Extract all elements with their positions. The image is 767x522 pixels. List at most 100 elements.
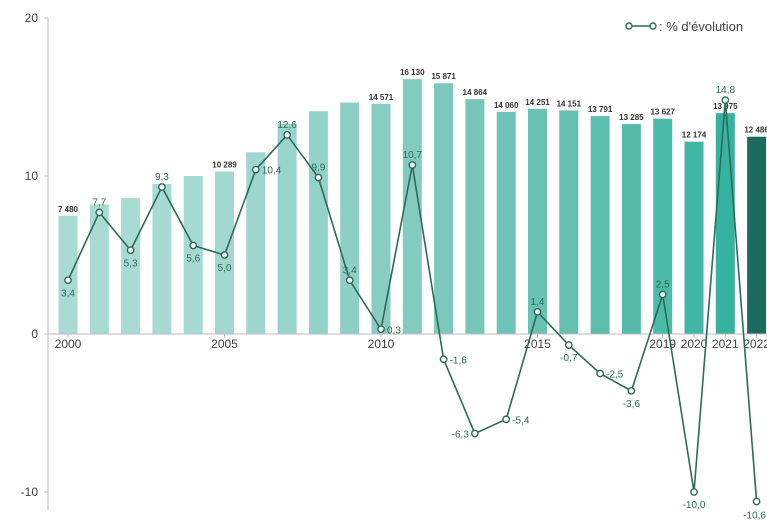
legend: : % d'évolution	[625, 19, 743, 34]
legend-label: : % d'évolution	[659, 19, 743, 34]
line-point	[721, 96, 730, 105]
line-point-label: 3,4	[61, 288, 75, 299]
line-point	[408, 161, 417, 169]
line-point-label: -5,4	[512, 415, 530, 426]
line-point	[470, 429, 479, 438]
bar	[653, 118, 673, 335]
bar	[684, 141, 704, 334]
line-point-label: 14,8	[716, 85, 736, 96]
bar-value-label: 15 871	[431, 72, 456, 81]
bar	[277, 123, 297, 334]
y-tick-label: 0	[31, 327, 38, 341]
bar	[402, 79, 422, 335]
bar-value-label: 13 627	[650, 108, 675, 117]
line-point	[439, 355, 448, 364]
bar-value-label: 14 864	[463, 88, 488, 97]
line-point-label: 12,6	[277, 120, 297, 131]
line-point-label: 2,5	[656, 280, 670, 291]
bar-value-label: 14 060	[494, 101, 519, 110]
bar	[152, 183, 172, 334]
x-tick-label: 2000	[55, 337, 82, 351]
bar	[308, 111, 328, 334]
line-point-label: 5,0	[218, 263, 232, 274]
line-point-label: -10,0	[683, 500, 706, 511]
line-point	[596, 369, 604, 378]
line-point-label: 1,4	[531, 297, 545, 308]
line-point	[658, 290, 667, 299]
line-point-label: -0,7	[560, 353, 578, 364]
line-point-label: 10,4	[262, 166, 282, 177]
bar-value-label: 16 130	[400, 68, 425, 77]
x-axis: 2000 2005 2010 2015 2019 2020 2021 2022	[48, 333, 767, 351]
bar	[621, 124, 641, 334]
bar-value-label: 14 151	[557, 99, 582, 108]
bar-value-label: 7 480	[58, 205, 79, 214]
bar	[559, 110, 579, 334]
bar	[528, 108, 547, 334]
line-point	[126, 246, 135, 255]
bar	[340, 102, 360, 334]
evolution-line: 3,4 7,7 5,3 9,3 5,6 5,0 10,4 12,6 9,9 3,4 0,3 10,7 -…	[61, 85, 766, 521]
legend-marker-right	[649, 22, 657, 30]
line-point	[64, 276, 72, 285]
line-point	[690, 488, 698, 496]
bar-value-label: 13 285	[619, 113, 644, 122]
x-tick-label: 2020	[681, 337, 708, 351]
bar-labels: 7 480 10 289 14 571 16 130 15 871 14 864 14 06…	[58, 68, 767, 214]
bar	[590, 116, 610, 334]
line-point	[564, 341, 573, 349]
line-point-label: -10,6	[743, 510, 766, 521]
line-point	[314, 173, 323, 182]
bar-value-label: 12 174	[682, 131, 707, 140]
line-point	[283, 131, 291, 139]
bar-value-label: 14 571	[369, 93, 394, 102]
bars	[58, 79, 767, 335]
line-point-label: -6,3	[452, 430, 470, 441]
x-tick-label: 2021	[712, 337, 739, 351]
y-tick-label: 10	[25, 169, 39, 183]
line-point-label: 7,7	[92, 197, 106, 208]
bar	[434, 83, 454, 335]
line-point	[377, 325, 385, 334]
x-tick-label: 2005	[211, 337, 238, 351]
bar	[747, 136, 767, 334]
line-point	[157, 183, 166, 191]
bar	[89, 204, 109, 334]
x-tick-label: 2015	[524, 337, 551, 351]
line-point	[502, 415, 511, 424]
bar	[465, 99, 485, 334]
line-point	[533, 307, 542, 316]
line-point	[251, 165, 260, 174]
bar	[496, 111, 516, 335]
bar-value-label: 14 251	[525, 98, 550, 107]
bar	[371, 103, 391, 334]
bar	[715, 113, 735, 334]
line-point	[627, 386, 636, 395]
bar	[246, 152, 266, 334]
bar-value-label: 12 486	[744, 126, 767, 135]
bar	[183, 176, 203, 334]
line-point-label: 9,9	[311, 163, 325, 174]
legend-marker-left	[625, 22, 633, 30]
bar-value-label: 10 289	[212, 160, 237, 169]
y-tick-label: -10	[21, 485, 39, 499]
x-tick-label: 2010	[368, 337, 395, 351]
line-point-label: -3,6	[623, 399, 641, 410]
x-tick-label: 2019	[649, 337, 676, 351]
line-point-label: 0,3	[387, 325, 401, 336]
line-point	[95, 208, 104, 217]
line-point	[189, 241, 198, 250]
line-point	[752, 497, 761, 506]
line-point	[345, 276, 354, 285]
line-point-label: 5,3	[124, 258, 138, 269]
line-point-label: 3,4	[343, 265, 357, 276]
line-point-label: -2,5	[606, 370, 624, 381]
line-point	[220, 251, 229, 259]
line-point-label: 5,6	[186, 254, 200, 265]
bar	[58, 215, 78, 334]
line-point-label: 10,7	[403, 150, 423, 161]
line-point-label: 9,3	[155, 172, 169, 183]
bar-value-label: 13 791	[588, 105, 613, 114]
line-point-label: -1,6	[450, 355, 468, 366]
